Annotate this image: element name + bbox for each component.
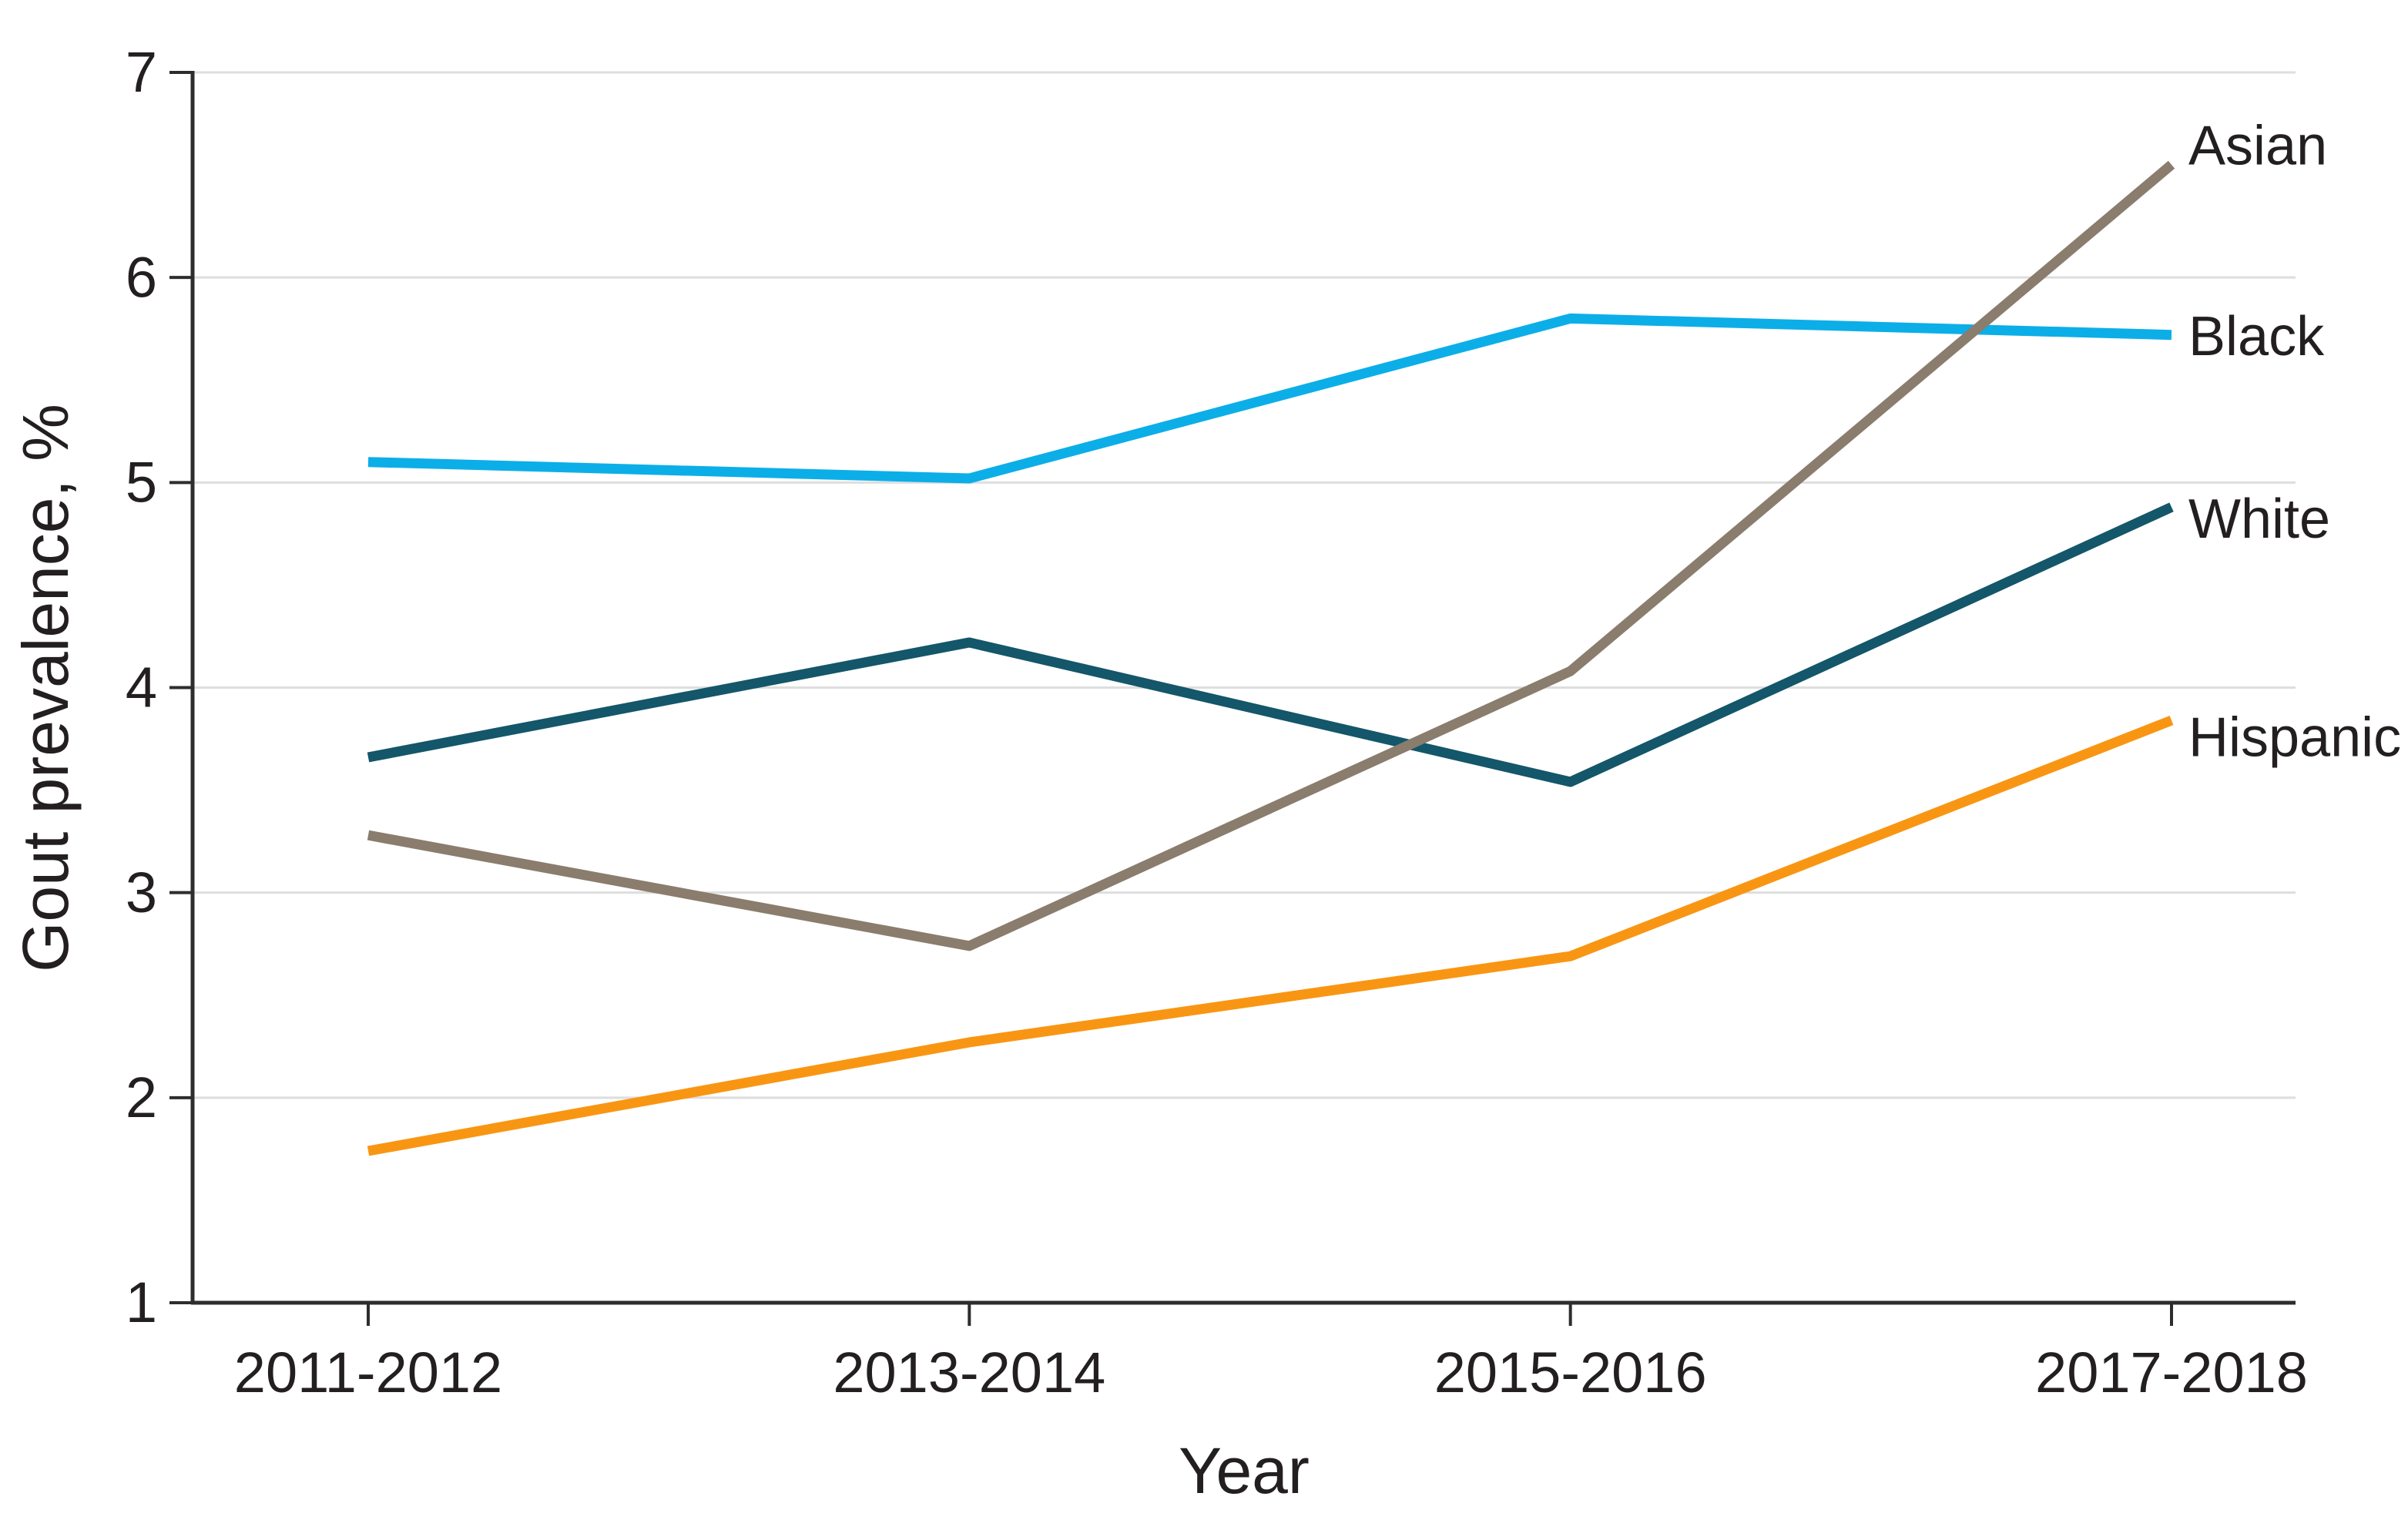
x-tick-label: 2013-2014 xyxy=(833,1340,1105,1404)
series-labels-layer: Black White Hispanic Asian xyxy=(2188,115,2401,768)
y-tick-label: 3 xyxy=(126,861,157,924)
y-tick-label: 1 xyxy=(126,1270,157,1334)
y-tick-label: 2 xyxy=(126,1065,157,1129)
x-tick-label: 2017-2018 xyxy=(2035,1340,2308,1404)
series-label-asian: Asian xyxy=(2188,115,2327,176)
x-tick-label: 2015-2016 xyxy=(1434,1340,1707,1404)
x-axis-title: Year xyxy=(1179,1434,1310,1507)
y-tick-label: 7 xyxy=(126,40,157,104)
series-line-hispanic xyxy=(367,716,2174,1156)
series-line-white xyxy=(367,502,2174,787)
series-label-white: White xyxy=(2188,488,2330,550)
series-lines-layer xyxy=(367,160,2175,1156)
series-line-black xyxy=(367,313,2172,484)
gridlines-layer xyxy=(193,71,2296,1099)
y-tick-label: 5 xyxy=(126,450,157,514)
y-tick-label: 4 xyxy=(126,656,157,720)
series-label-black: Black xyxy=(2188,306,2325,367)
y-tick-label: 6 xyxy=(126,245,157,309)
x-tick-label: 2011-2012 xyxy=(234,1340,502,1404)
series-line-asian xyxy=(367,160,2175,951)
series-label-hispanic: Hispanic xyxy=(2188,707,2401,769)
axes-layer: 1 2 3 4 5 6 7 2011-2012 2013-2014 2015-2016 2017-2… xyxy=(126,40,2308,1404)
y-axis-title: Gout prevalence, % xyxy=(9,404,82,972)
